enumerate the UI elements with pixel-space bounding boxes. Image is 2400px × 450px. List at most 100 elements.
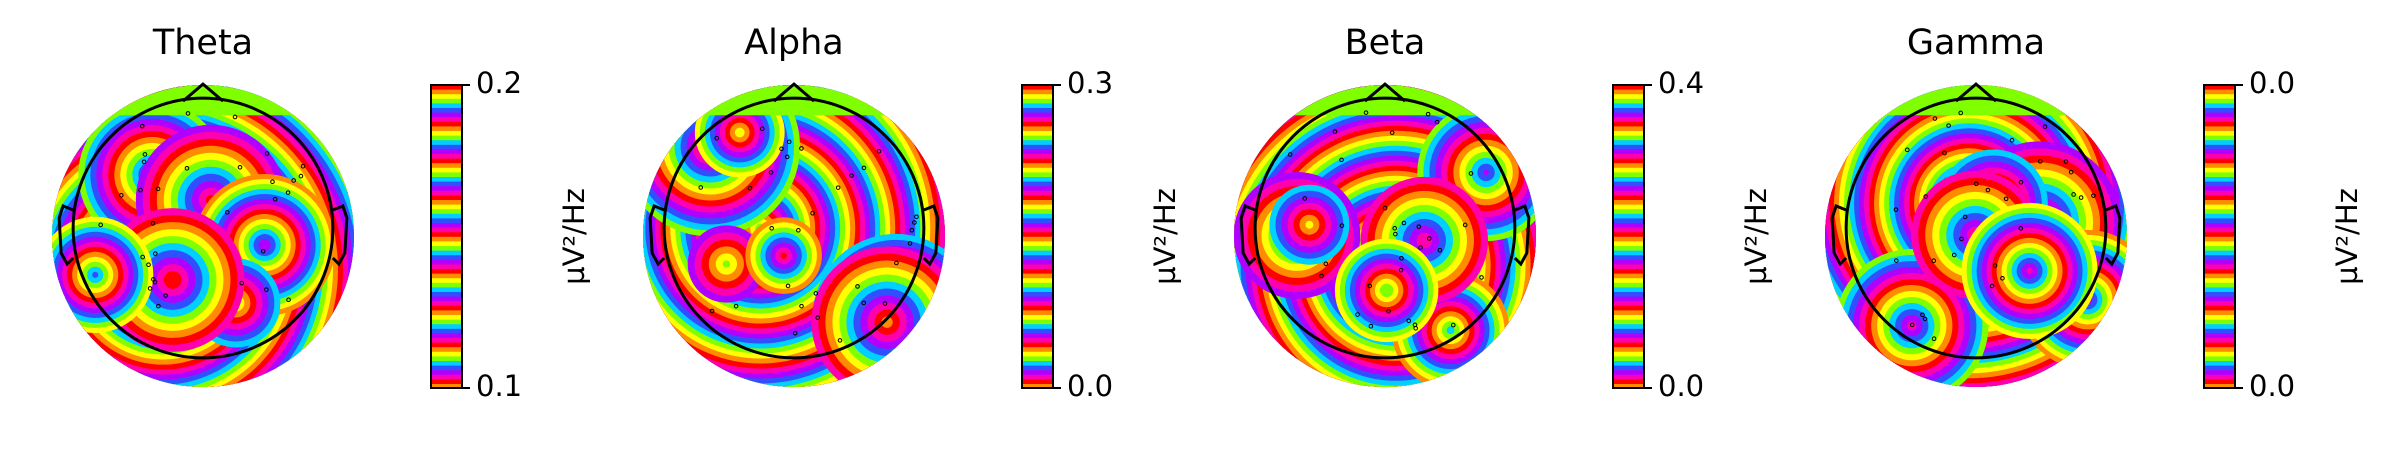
- colorbar-stripe: [431, 121, 462, 127]
- colorbar-label: µV²/Hz: [557, 188, 591, 285]
- colorbar-stripe: [431, 177, 462, 182]
- colorbar-stripe: [431, 117, 462, 123]
- colorbar-stripe: [1022, 195, 1053, 201]
- sensor: [779, 146, 784, 152]
- sensor: [1904, 147, 1910, 153]
- sensor: [184, 165, 190, 171]
- colorbar-stripe: [2204, 154, 2235, 159]
- colorbar-stripe: [431, 338, 462, 343]
- colorbar-stripe: [1613, 319, 1644, 325]
- head: [71, 96, 335, 360]
- colorbar-stripe: [1022, 241, 1053, 247]
- ear: [331, 204, 349, 267]
- colorbar-label: µV²/Hz: [1739, 188, 1773, 285]
- colorbar-tick-label: 0.2: [476, 66, 522, 100]
- colorbar-stripe: [2204, 204, 2235, 210]
- colorbar-stripe: [1022, 154, 1053, 159]
- colorbar-stripe: [431, 333, 462, 339]
- sensor: [1479, 275, 1484, 280]
- colorbar-stripe: [2204, 163, 2235, 169]
- colorbar-stripe: [1613, 351, 1644, 357]
- colorbar-stripe: [1022, 163, 1053, 169]
- ear: [2104, 204, 2122, 267]
- colorbar-stripe: [1022, 278, 1053, 284]
- colorbar-stripe: [2204, 282, 2235, 288]
- colorbar-stripe: [431, 361, 462, 366]
- colorbar-stripe: [1022, 89, 1053, 95]
- colorbar-stripe: [1613, 223, 1644, 228]
- colorbar-tick-label: 0.1: [476, 369, 522, 403]
- colorbar-stripe: [1022, 131, 1053, 136]
- sensor: [150, 221, 156, 226]
- colorbar-stripe: [1022, 236, 1053, 242]
- colorbar-stripe: [431, 204, 462, 210]
- colorbar-stripe: [1022, 140, 1053, 146]
- sensor: [1406, 318, 1412, 324]
- sensor: [759, 126, 765, 132]
- colorbar-stripe: [1022, 117, 1053, 123]
- sensor: [156, 303, 161, 309]
- colorbar-stripe: [431, 250, 462, 256]
- topomap-cap: [1294, 85, 1476, 116]
- colorbar-stripe: [431, 98, 462, 104]
- colorbar-stripe: [1022, 333, 1053, 339]
- sensor: [163, 293, 168, 298]
- colorbar-stripe: [431, 379, 462, 385]
- colorbar-stripe: [2204, 213, 2235, 219]
- sensor: [1909, 322, 1915, 328]
- colorbar-stripe: [1613, 218, 1644, 224]
- colorbar-stripe: [2204, 319, 2235, 325]
- colorbar-label: µV²/Hz: [1148, 188, 1182, 285]
- head: [1844, 96, 2108, 360]
- colorbar-stripe: [431, 209, 462, 215]
- colorbar-stripe: [431, 181, 462, 187]
- sensor: [1974, 181, 1979, 187]
- colorbar-stripe: [2204, 135, 2235, 141]
- colorbar-stripe: [2204, 338, 2235, 343]
- sensor: [815, 315, 820, 320]
- sensor: [2018, 179, 2024, 185]
- sensor: [1426, 236, 1432, 241]
- colorbar-stripe: [2204, 117, 2235, 123]
- sensor: [291, 178, 296, 183]
- sensor: [185, 111, 191, 116]
- colorbar-stripe: [431, 186, 462, 192]
- sensor: [907, 241, 913, 246]
- colorbar-stripe: [1613, 181, 1644, 187]
- colorbar-frame: [1612, 84, 1645, 389]
- topomap-contour: [163, 271, 182, 289]
- colorbar-stripe: [1022, 135, 1053, 141]
- sensor: [298, 173, 304, 179]
- sensor: [861, 165, 867, 171]
- colorbar-stripe: [2204, 264, 2235, 270]
- sensor: [714, 135, 720, 141]
- colorbar-stripe: [1613, 264, 1644, 270]
- colorbar-stripe: [2204, 361, 2235, 366]
- colorbar-stripe: [431, 384, 462, 389]
- head: [1253, 96, 1517, 360]
- colorbar-stripe: [1613, 365, 1644, 371]
- colorbar-stripe: [1022, 250, 1053, 256]
- colorbar-stripe: [2204, 255, 2235, 261]
- colorbar-stripe: [1022, 365, 1053, 371]
- colorbar-tick-label: 0.0: [2249, 66, 2295, 100]
- colorbar-stripe: [431, 301, 462, 307]
- sensor: [914, 214, 919, 220]
- panel-title: Beta: [1345, 23, 1426, 63]
- sensor: [837, 338, 843, 343]
- sensor: [1923, 194, 1929, 199]
- colorbar-frame: [1021, 84, 1054, 389]
- colorbar-stripe: [1613, 126, 1644, 132]
- colorbar-stripe: [2204, 218, 2235, 224]
- colorbar-stripe: [1613, 310, 1644, 316]
- colorbar-stripe: [1022, 218, 1053, 224]
- colorbar-stripe: [2204, 149, 2235, 155]
- colorbar-stripe: [431, 264, 462, 270]
- colorbar-stripe: [1613, 213, 1644, 219]
- colorbar-stripe: [1613, 85, 1644, 90]
- colorbar-stripe: [1613, 94, 1644, 100]
- nose: [1364, 82, 1406, 103]
- colorbar-stripe: [431, 282, 462, 288]
- sensor: [138, 187, 143, 193]
- colorbar-stripe: [431, 324, 462, 330]
